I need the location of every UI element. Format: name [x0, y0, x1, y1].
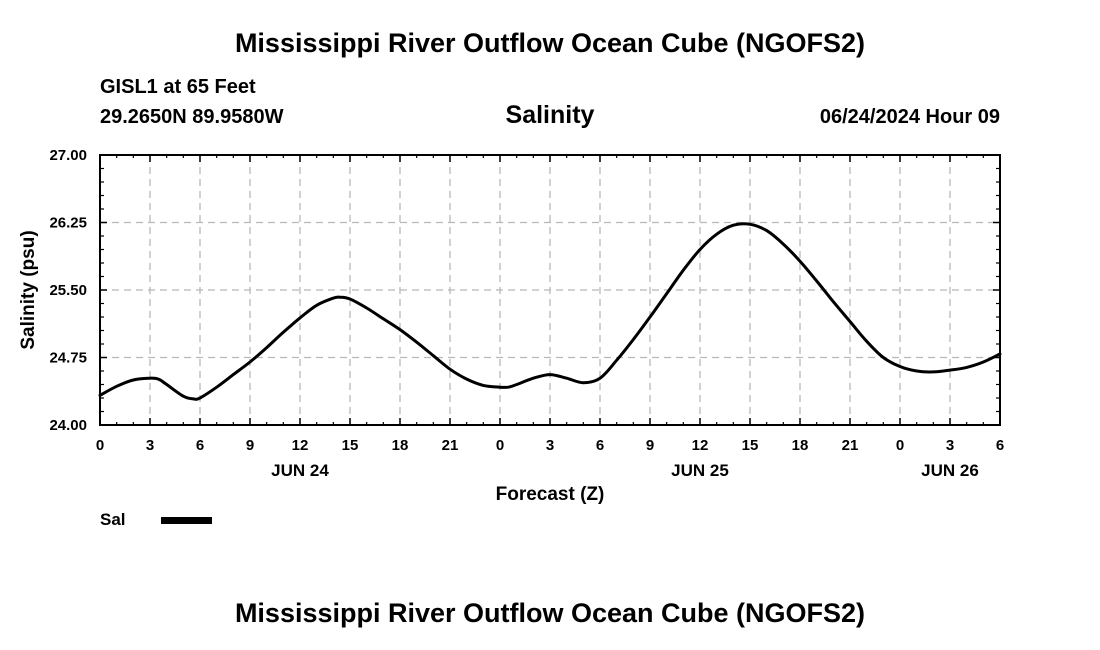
variable-title: Salinity: [505, 101, 595, 129]
x-tick-label: 6: [196, 437, 204, 454]
y-tick-label: 25.50: [49, 282, 87, 299]
x-tick-label: 21: [442, 437, 459, 454]
x-axis-title: Forecast (Z): [496, 484, 605, 505]
y-tick-label: 24.75: [49, 350, 87, 367]
x-tick-label: 18: [792, 437, 809, 454]
x-tick-label: 18: [392, 437, 409, 454]
y-tick-label: 24.00: [49, 417, 87, 434]
x-tick-label: 15: [342, 437, 359, 454]
x-tick-label: 9: [246, 437, 254, 454]
axis-labels: 0 3 6 9 12 15 18 21 0 3 6 9 12 15 18 21 0 3 6 JUN 24 JUN 25 J…: [49, 147, 1004, 480]
x-tick-label: 3: [946, 437, 954, 454]
x-day-label: JUN 25: [671, 461, 729, 480]
x-tick-label: 12: [292, 437, 309, 454]
x-tick-label: 0: [496, 437, 504, 454]
grid: [100, 155, 1000, 425]
x-tick-label: 6: [996, 437, 1004, 454]
footer-title: Mississippi River Outflow Ocean Cube (NG…: [234, 598, 866, 628]
y-axis-title: Salinity (psu): [18, 230, 39, 349]
legend-swatch: [161, 517, 212, 524]
x-tick-label: 0: [96, 437, 104, 454]
x-day-label: JUN 26: [921, 461, 979, 480]
x-tick-label: 3: [546, 437, 554, 454]
x-day-label: JUN 24: [271, 461, 329, 480]
x-tick-label: 21: [842, 437, 859, 454]
axis-ticks: [99, 154, 1001, 426]
station-coords: 29.2650N 89.9580W: [100, 106, 284, 128]
x-tick-label: 12: [692, 437, 709, 454]
chart-title: Mississippi River Outflow Ocean Cube (NG…: [234, 28, 866, 58]
series-line-sal: [98, 222, 1002, 401]
station-label: GISL1 at 65 Feet: [100, 76, 256, 98]
x-tick-label: 9: [646, 437, 654, 454]
x-tick-label: 15: [742, 437, 759, 454]
forecast-datetime: 06/24/2024 Hour 09: [819, 106, 1000, 128]
y-tick-label: 27.00: [49, 147, 87, 164]
y-tick-label: 26.25: [49, 215, 87, 232]
legend-label: Sal: [100, 510, 126, 529]
x-tick-label: 6: [596, 437, 604, 454]
x-tick-label: 3: [146, 437, 154, 454]
x-tick-label: 0: [896, 437, 904, 454]
